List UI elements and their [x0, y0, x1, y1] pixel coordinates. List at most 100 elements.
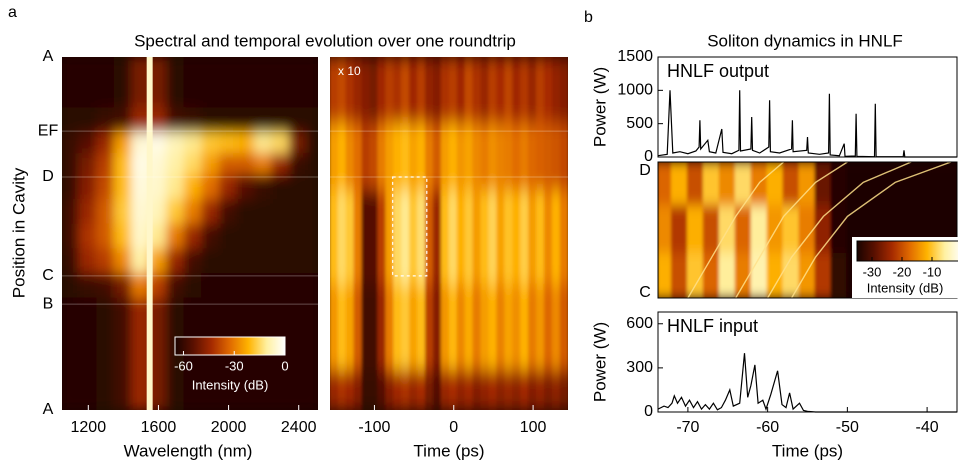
heatmap-cell: [528, 123, 539, 193]
heatmap-cell: [148, 324, 169, 355]
heatmap-cell: [424, 190, 435, 286]
heatmap-cell: [271, 273, 291, 300]
heatmap-cell: [472, 283, 483, 373]
heatmap-cell: [942, 162, 957, 208]
heatmap-cell: [456, 190, 467, 286]
heatmap-cell: [472, 190, 483, 286]
heatmap-cell: [520, 370, 531, 410]
heatmap-cell: [559, 283, 568, 373]
heatmap-cell: [814, 162, 833, 208]
y-tick-label: C: [42, 267, 54, 284]
heatmap-cell: [393, 57, 404, 126]
frame: [657, 161, 958, 299]
heatmap-cell: [464, 57, 475, 126]
soliton-trajectory: [687, 162, 785, 298]
heatmap-cell: [96, 380, 116, 410]
heatmap-cell: [218, 82, 239, 110]
heatmap-cell: [559, 190, 568, 286]
soliton-trajectory: [735, 162, 848, 298]
heatmap-cell: [830, 205, 849, 255]
heatmap-cell: [330, 283, 340, 373]
heatmap-cell: [496, 190, 507, 286]
heatmap-cell: [288, 131, 309, 156]
heatmap-cell: [440, 370, 451, 410]
heatmap-cell: [559, 57, 568, 126]
heatmap-cell: [504, 57, 515, 126]
heatmap-cell: [528, 190, 539, 286]
heatmap-cell: [62, 153, 81, 177]
heatmap-cell: [236, 380, 256, 410]
heatmap-cell: [131, 324, 151, 355]
heatmap-cell: [113, 297, 134, 327]
heatmap-cell: [201, 352, 221, 383]
heatmap-cell: [424, 57, 435, 126]
heatmap-cell: [750, 252, 769, 298]
heatmap-cell: [218, 380, 239, 410]
heatmap-cell: [96, 324, 116, 355]
heatmap-cell: [862, 162, 881, 208]
heatmap-cell: [846, 162, 865, 208]
y-axis-label: Power (W): [590, 322, 609, 402]
heatmap-cell: [369, 370, 380, 410]
heatmap-cell: [750, 162, 769, 208]
heatmap-cell: [385, 123, 396, 193]
heatmap-cell: [448, 57, 459, 126]
heatmap: [330, 57, 568, 410]
heatmap-cell: [148, 82, 169, 110]
heatmap-cell: [464, 283, 475, 373]
heatmap-cell: [330, 57, 340, 126]
heatmap-cell: [306, 174, 318, 201]
heatmap-cell: [148, 352, 169, 383]
heatmap-cell: [702, 252, 721, 298]
heatmap-cell: [488, 123, 499, 193]
heatmap-cell: [353, 57, 364, 126]
heatmap-cell: [658, 162, 673, 208]
heatmap-cell: [512, 123, 523, 193]
heatmap-cell: [78, 223, 99, 251]
colorbar-label: Intensity (dB): [867, 280, 944, 295]
heatmap-cell: [766, 252, 785, 298]
heatmap-cell: [288, 324, 309, 355]
heatmap-cell: [183, 352, 204, 383]
heatmap-cell: [504, 283, 515, 373]
heatmap-cell: [385, 190, 396, 286]
x-tick-label: -40: [916, 419, 939, 436]
y-tick-label: 300: [626, 359, 653, 376]
y-tick-label: A: [43, 401, 54, 418]
heatmap-cell: [361, 370, 372, 410]
heatmap-cell: [361, 283, 372, 373]
heatmap-cell: [253, 273, 274, 300]
heatmap-cell: [183, 107, 204, 134]
heatmap-cell: [361, 123, 372, 193]
heatmap-cell: [393, 370, 404, 410]
heatmap-cell: [166, 297, 186, 327]
heatmap-cell: [559, 370, 568, 410]
heatmap-cell: [148, 273, 169, 300]
heatmap-cell: [658, 205, 673, 255]
heatmap-cell: [369, 123, 380, 193]
heatmap-cell: [472, 370, 483, 410]
heatmap-cell: [536, 123, 546, 193]
heatmap-cell: [131, 297, 151, 327]
heatmap-cell: [686, 162, 705, 208]
heatmap-cell: [782, 205, 801, 255]
heatmap-cell: [814, 252, 833, 298]
heatmap-cell: [288, 380, 309, 410]
panel-title: Spectral and temporal evolution over one…: [134, 31, 516, 50]
heatmap-cell: [253, 82, 274, 110]
panel-label: a: [8, 4, 17, 21]
y-tick-label: EF: [38, 122, 59, 139]
y-tick-label: 0: [644, 403, 653, 420]
heatmap-cell: [288, 297, 309, 327]
heatmap-cell: [361, 190, 372, 286]
soliton-trajectory: [766, 162, 912, 298]
heatmap-cell: [345, 57, 356, 126]
heatmap-cell: [480, 57, 491, 126]
heatmap-cell: [734, 205, 753, 255]
heatmap-cell: [353, 283, 364, 373]
heatmap-cell: [148, 57, 169, 85]
heatmap-cell: [271, 57, 291, 85]
heatmap-cell: [306, 153, 318, 177]
heatmap-cell: [417, 123, 427, 193]
heatmap-cell: [670, 252, 689, 298]
